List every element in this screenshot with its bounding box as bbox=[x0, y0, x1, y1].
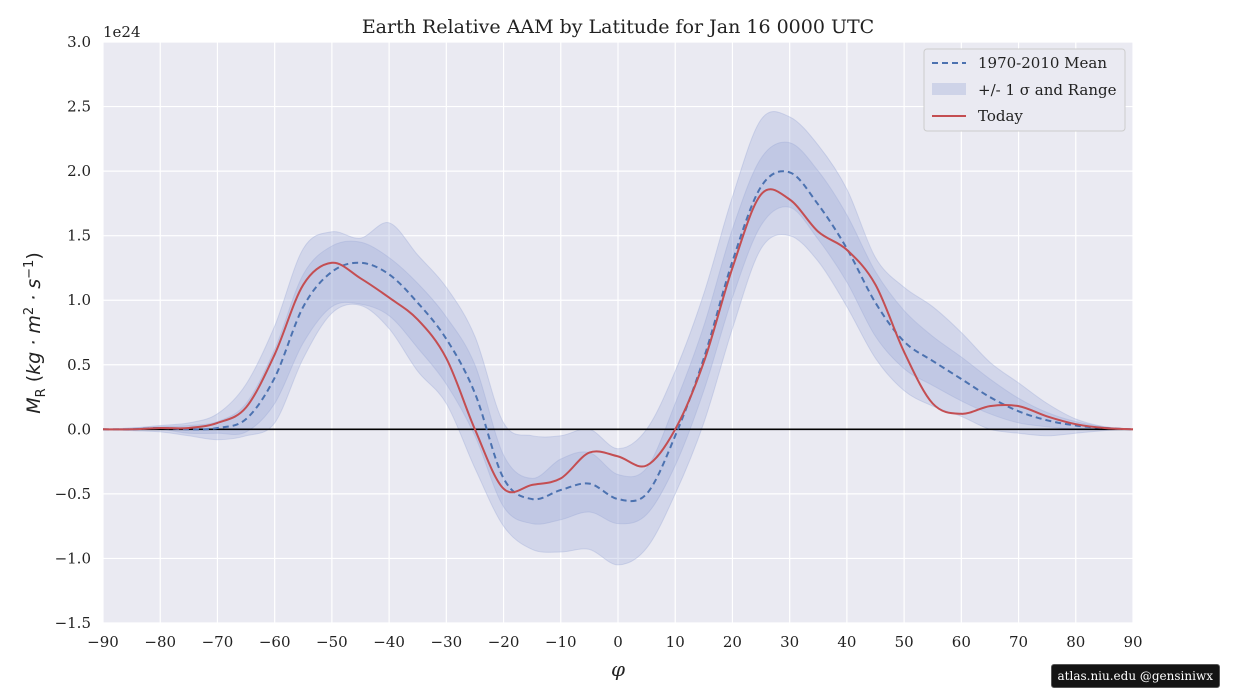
offset-text: 1e24 bbox=[103, 23, 141, 41]
y-tick-label: 0.5 bbox=[67, 356, 91, 374]
x-tick-label: 80 bbox=[1066, 633, 1085, 651]
today-series-line bbox=[102, 188, 1134, 494]
mean-series-line bbox=[102, 170, 1134, 503]
y-tick-label: 1.5 bbox=[67, 227, 91, 245]
chart-title: Earth Relative AAM by Latitude for Jan 1… bbox=[362, 16, 874, 38]
x-tick-label: −10 bbox=[545, 633, 577, 651]
legend-mean-label: 1970-2010 Mean bbox=[978, 54, 1107, 72]
y-tick-label: 2.0 bbox=[67, 162, 91, 180]
y-tick-label: 3.0 bbox=[67, 33, 91, 51]
x-tick-label: 70 bbox=[1009, 633, 1028, 651]
svg-text:MR (kg · m2 · s−1): MR (kg · m2 · s−1) bbox=[22, 252, 49, 414]
y-tick-label: 0.0 bbox=[67, 420, 91, 438]
legend: 1970-2010 Mean +/- 1 σ and Range Today bbox=[923, 48, 1126, 132]
x-tick-label: −30 bbox=[431, 633, 463, 651]
x-tick-label: −80 bbox=[144, 633, 176, 651]
watermark: atlas.niu.edu @gensiniwx bbox=[1050, 664, 1220, 688]
x-tick-label: 40 bbox=[837, 633, 856, 651]
legend-box bbox=[923, 48, 1126, 132]
x-tick-label: 60 bbox=[952, 633, 971, 651]
grid bbox=[102, 41, 1134, 624]
legend-band-swatch bbox=[932, 83, 966, 95]
x-tick-labels: −90 −80 −70 −60 −50 −40 −30 −20 −10 0 10 20 30 40 50 60… bbox=[87, 633, 1142, 651]
y-tick-label: −1.5 bbox=[55, 614, 91, 632]
x-tick-label: 50 bbox=[895, 633, 914, 651]
y-tick-label: −0.5 bbox=[55, 485, 91, 503]
x-tick-label: 30 bbox=[780, 633, 799, 651]
x-tick-label: −60 bbox=[259, 633, 291, 651]
y-axis-label: MR (kg · m2 · s−1) bbox=[22, 252, 49, 414]
x-tick-label: −90 bbox=[87, 633, 119, 651]
x-tick-label: 0 bbox=[613, 633, 623, 651]
x-tick-label: −20 bbox=[488, 633, 520, 651]
legend-today-label: Today bbox=[978, 107, 1023, 125]
x-tick-label: −50 bbox=[316, 633, 348, 651]
x-tick-label: 10 bbox=[666, 633, 685, 651]
y-tick-labels: −1.5 −1.0 −0.5 0.0 0.5 1.0 1.5 2.0 2.5 3.0 bbox=[55, 33, 91, 632]
x-tick-label: 90 bbox=[1123, 633, 1142, 651]
x-axis-label: φ bbox=[611, 657, 625, 681]
x-tick-label: 20 bbox=[723, 633, 742, 651]
y-tick-label: 2.5 bbox=[67, 98, 91, 116]
x-tick-label: −70 bbox=[202, 633, 234, 651]
x-tick-label: −40 bbox=[373, 633, 405, 651]
legend-band-label: +/- 1 σ and Range bbox=[978, 81, 1117, 99]
y-tick-label: −1.0 bbox=[55, 549, 91, 567]
y-tick-label: 1.0 bbox=[67, 291, 91, 309]
